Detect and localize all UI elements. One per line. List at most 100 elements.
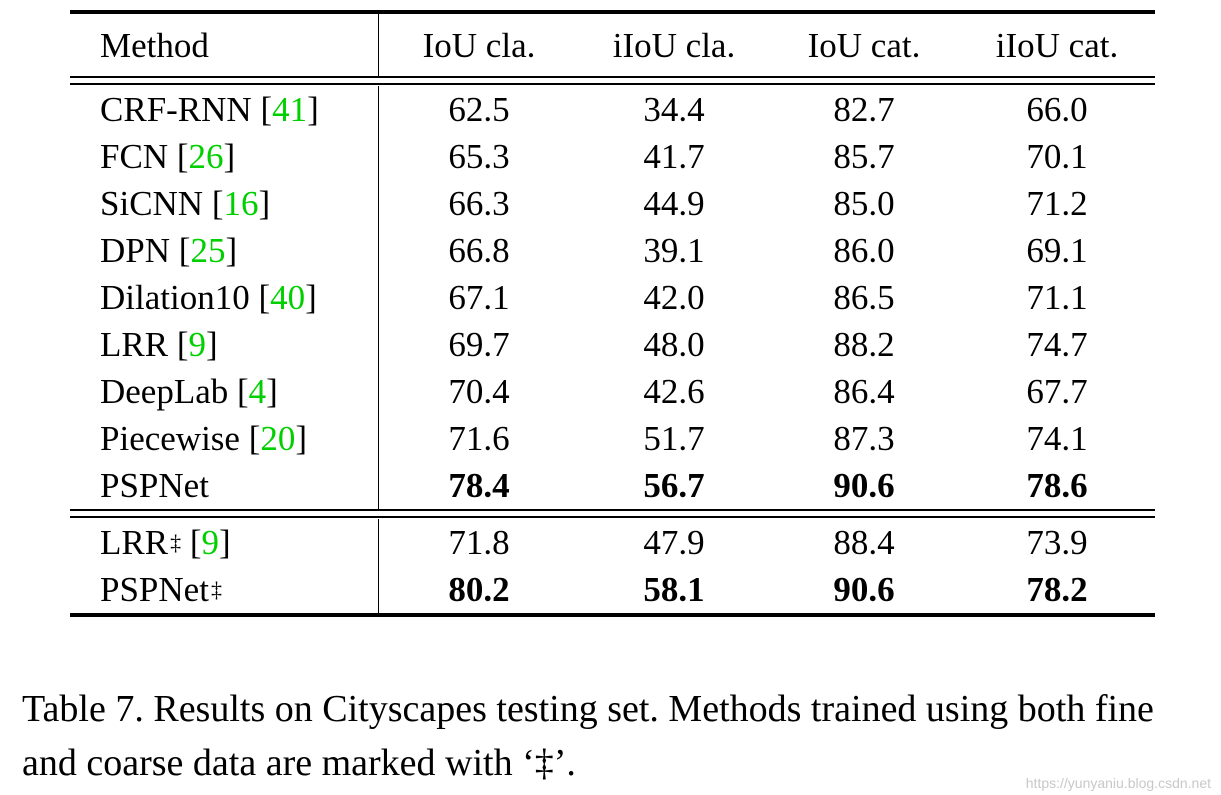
table-caption: Table 7. Results on Cityscapes testing s… (22, 688, 1154, 784)
value-cell: 85.0 (833, 184, 895, 223)
value-cell: 78.6 (1026, 466, 1088, 505)
value-cell: 67.7 (1026, 372, 1088, 411)
value-cell: 80.2 (448, 570, 510, 609)
value-cell: 44.9 (643, 184, 705, 223)
value-cell: 66.0 (1026, 90, 1088, 129)
method-name: LRR (100, 325, 169, 364)
value-cell: 73.9 (1026, 523, 1088, 562)
header-row: Method IoU cla. iIoU cla. IoU cat. iIoU … (70, 14, 1155, 76)
table-row: Piecewise [20] 71.6 51.7 87.3 74.1 (70, 415, 1155, 462)
table-row: DeepLab [4] 70.4 42.6 86.4 67.7 (70, 368, 1155, 415)
table-group-1: CRF-RNN [41] 62.5 34.4 82.7 66.0 FCN [26] 65.3… (70, 86, 1155, 509)
citation-link[interactable]: 9 (188, 325, 206, 364)
value-cell: 88.4 (833, 523, 895, 562)
citation-link[interactable]: 26 (188, 137, 224, 176)
method-cell: LRR [9] (70, 321, 379, 368)
header-iiou-cla: iIoU cla. (612, 25, 736, 65)
method-name: LRR (100, 523, 169, 562)
table-row: DPN [25] 66.8 39.1 86.0 69.1 (70, 227, 1155, 274)
method-cell: Piecewise [20] (70, 415, 379, 462)
method-cell: Dilation10 [40] (70, 274, 379, 321)
value-cell: 69.7 (448, 325, 510, 364)
citation-link[interactable]: 9 (201, 523, 219, 562)
method-name: Piecewise (100, 419, 240, 458)
method-cell: PSPNet ‡ (70, 566, 379, 613)
value-cell: 82.7 (833, 90, 895, 129)
value-cell: 74.7 (1026, 325, 1088, 364)
value-cell: 51.7 (643, 419, 705, 458)
value-cell: 90.6 (833, 466, 895, 505)
value-cell: 42.0 (643, 278, 705, 317)
table-row: SiCNN [16] 66.3 44.9 85.0 71.2 (70, 180, 1155, 227)
header-iou-cla: IoU cla. (422, 25, 536, 65)
group-double-rule (70, 509, 1155, 519)
header-iiou-cat: iIoU cat. (995, 25, 1119, 65)
value-cell: 87.3 (833, 419, 895, 458)
value-cell: 62.5 (448, 90, 510, 129)
value-cell: 71.1 (1026, 278, 1088, 317)
value-cell: 86.4 (833, 372, 895, 411)
value-cell: 86.5 (833, 278, 895, 317)
table-row: LRR [9] 69.7 48.0 88.2 74.7 (70, 321, 1155, 368)
table-row: CRF-RNN [41] 62.5 34.4 82.7 66.0 (70, 86, 1155, 133)
method-cell: CRF-RNN [41] (70, 86, 379, 133)
method-cell: FCN [26] (70, 133, 379, 180)
value-cell: 78.4 (448, 466, 510, 505)
method-name: FCN (100, 137, 169, 176)
table-row: Dilation10 [40] 67.1 42.0 86.5 71.1 (70, 274, 1155, 321)
citation-link[interactable]: 25 (190, 231, 226, 270)
citation-link[interactable]: 41 (272, 90, 308, 129)
value-cell: 71.6 (448, 419, 510, 458)
value-cell: 39.1 (643, 231, 705, 270)
value-cell: 41.7 (643, 137, 705, 176)
value-cell: 85.7 (833, 137, 895, 176)
value-cell: 71.8 (448, 523, 510, 562)
value-cell: 74.1 (1026, 419, 1088, 458)
top-rule (70, 10, 1155, 14)
value-cell: 69.1 (1026, 231, 1088, 270)
value-cell: 65.3 (448, 137, 510, 176)
header-method: Method (70, 14, 379, 76)
value-cell: 71.2 (1026, 184, 1088, 223)
citation-link[interactable]: 4 (248, 372, 267, 411)
method-name: PSPNet (100, 466, 209, 505)
method-name: DPN (100, 231, 171, 270)
value-cell: 88.2 (833, 325, 895, 364)
citation-link[interactable]: 20 (260, 419, 296, 458)
table-row: FCN [26] 65.3 41.7 85.7 70.1 (70, 133, 1155, 180)
value-cell: 66.3 (448, 184, 510, 223)
value-cell: 70.1 (1026, 137, 1088, 176)
citation-link[interactable]: 40 (270, 278, 306, 317)
method-name: SiCNN (100, 184, 204, 223)
results-table: Method IoU cla. iIoU cla. IoU cat. iIoU … (70, 10, 1155, 617)
value-cell: 48.0 (643, 325, 705, 364)
value-cell: 66.8 (448, 231, 510, 270)
value-cell: 42.6 (643, 372, 705, 411)
table-row: PSPNet 78.4 56.7 90.6 78.6 (70, 462, 1155, 509)
value-cell: 67.1 (448, 278, 510, 317)
header-double-rule (70, 76, 1155, 86)
method-cell: DeepLab [4] (70, 368, 379, 415)
header-iou-cat: IoU cat. (807, 25, 921, 65)
table-row: LRR ‡ [9] 71.8 47.9 88.4 73.9 (70, 519, 1155, 566)
method-name: DeepLab (100, 372, 229, 411)
value-cell: 56.7 (643, 466, 705, 505)
method-cell: SiCNN [16] (70, 180, 379, 227)
value-cell: 78.2 (1026, 570, 1088, 609)
watermark: https://yunyaniu.blog.csdn.net (1025, 775, 1211, 791)
method-cell: LRR ‡ [9] (70, 519, 379, 566)
method-name: PSPNet (100, 570, 209, 609)
value-cell: 86.0 (833, 231, 895, 270)
table-group-2: LRR ‡ [9] 71.8 47.9 88.4 73.9 PSPNet ‡ 80.2 58.1 9… (70, 519, 1155, 613)
method-name: CRF-RNN (100, 90, 252, 129)
method-name: Dilation10 (100, 278, 250, 317)
bottom-rule (70, 613, 1155, 617)
value-cell: 58.1 (643, 570, 705, 609)
table-row: PSPNet ‡ 80.2 58.1 90.6 78.2 (70, 566, 1155, 613)
value-cell: 90.6 (833, 570, 895, 609)
value-cell: 34.4 (643, 90, 705, 129)
value-cell: 70.4 (448, 372, 510, 411)
method-cell: DPN [25] (70, 227, 379, 274)
citation-link[interactable]: 16 (223, 184, 259, 223)
value-cell: 47.9 (643, 523, 705, 562)
